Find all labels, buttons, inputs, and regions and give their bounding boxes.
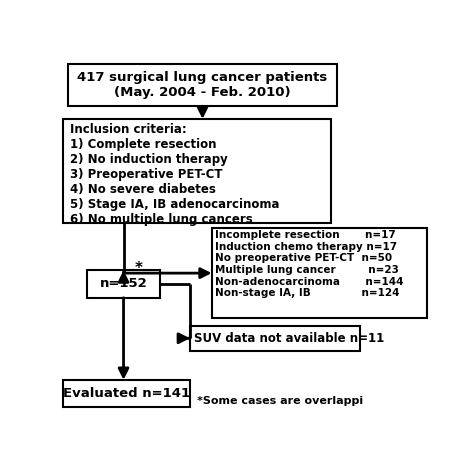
Text: Incomplete resection       n=17
Induction chemo therapy n=17
No preoperative PET: Incomplete resection n=17 Induction chem… [215, 230, 404, 298]
Text: n=152: n=152 [100, 277, 147, 291]
FancyBboxPatch shape [212, 228, 427, 318]
FancyBboxPatch shape [68, 64, 337, 106]
FancyBboxPatch shape [87, 270, 160, 298]
FancyBboxPatch shape [190, 326, 360, 351]
FancyBboxPatch shape [63, 380, 190, 407]
Text: 417 surgical lung cancer patients
(May. 2004 - Feb. 2010): 417 surgical lung cancer patients (May. … [77, 71, 328, 99]
Text: *: * [135, 261, 143, 276]
Text: Evaluated n=141: Evaluated n=141 [63, 387, 190, 400]
Text: *Some cases are overlappi: *Some cases are overlappi [197, 396, 363, 406]
Text: Inclusion criteria:
1) Complete resection
2) No induction therapy
3) Preoperativ: Inclusion criteria: 1) Complete resectio… [70, 123, 280, 226]
Text: SUV data not available n=11: SUV data not available n=11 [194, 332, 385, 345]
FancyBboxPatch shape [63, 119, 331, 223]
